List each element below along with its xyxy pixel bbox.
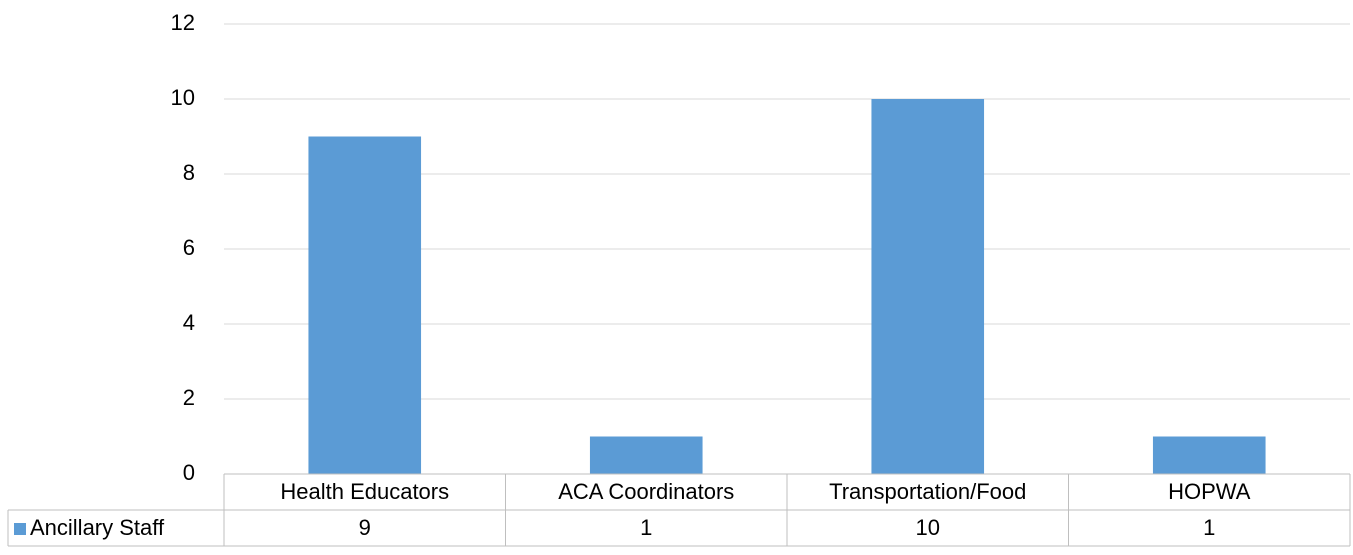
bar [1152, 436, 1266, 474]
bar [308, 136, 422, 474]
data-table-value: 10 [916, 515, 940, 540]
data-table-value: 9 [359, 515, 371, 540]
y-tick-label: 10 [171, 85, 195, 110]
x-tick-label: Transportation/Food [829, 479, 1026, 504]
legend-key [14, 523, 26, 535]
x-tick-label: ACA Coordinators [558, 479, 734, 504]
bar [871, 99, 985, 474]
bar [589, 436, 703, 474]
x-tick-label: Health Educators [280, 479, 449, 504]
data-table-value: 1 [640, 515, 652, 540]
y-tick-label: 0 [183, 460, 195, 485]
y-tick-label: 6 [183, 235, 195, 260]
y-tick-label: 12 [171, 10, 195, 35]
y-tick-label: 2 [183, 385, 195, 410]
legend-label: Ancillary Staff [30, 515, 165, 540]
x-tick-label: HOPWA [1168, 479, 1251, 504]
y-tick-label: 8 [183, 160, 195, 185]
y-tick-label: 4 [183, 310, 195, 335]
data-table-value: 1 [1203, 515, 1215, 540]
